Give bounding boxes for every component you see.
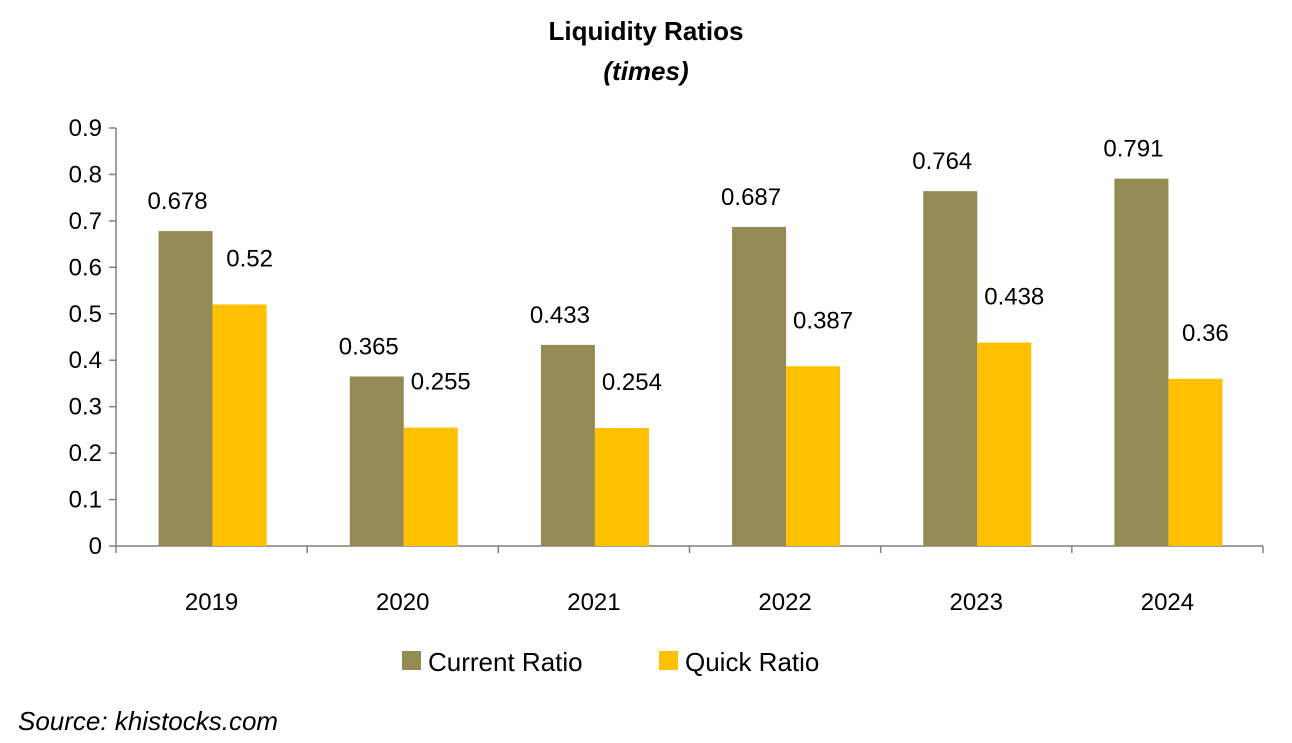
data-label: 0.433: [530, 302, 590, 329]
chart-subtitle: (times): [603, 56, 688, 86]
bar: [158, 231, 213, 546]
bar: [732, 226, 787, 546]
data-label: 0.438: [984, 284, 1044, 311]
bar: [786, 366, 841, 546]
y-tick-label: 0.5: [69, 301, 102, 328]
source-text: Source: khistocks.com: [18, 706, 278, 736]
bar: [403, 427, 458, 546]
chart-title: Liquidity Ratios: [549, 16, 744, 46]
data-label: 0.255: [411, 369, 471, 396]
data-label: 0.387: [793, 307, 853, 334]
y-tick-label: 0.2: [69, 440, 102, 467]
data-label: 0.678: [148, 188, 208, 215]
legend-swatch: [402, 651, 421, 670]
legend: Current Ratio Quick Ratio: [402, 647, 819, 677]
data-label: 0.365: [339, 333, 399, 360]
data-label: 0.254: [602, 369, 662, 396]
bar: [1168, 378, 1223, 546]
x-tick-label: 2021: [567, 589, 620, 616]
x-tick-label: 2020: [376, 589, 429, 616]
legend-swatch: [659, 651, 678, 670]
y-tick-label: 0.9: [69, 115, 102, 142]
legend-label: Current Ratio: [428, 647, 583, 677]
bar: [977, 342, 1032, 546]
y-tick-label: 0.3: [69, 394, 102, 421]
y-axis: 0 0.1 0.2 0.3 0.4 0.5 0.6 0.7 0.8 0.9: [69, 115, 117, 560]
y-tick-label: 0.7: [69, 208, 102, 235]
legend-label: Quick Ratio: [685, 647, 819, 677]
bar: [1114, 178, 1169, 546]
data-labels: 0.678 0.365 0.433 0.687 0.764 0.791 0.52 0.255 0…: [148, 136, 1229, 396]
bar: [212, 304, 267, 546]
y-tick-label: 0.6: [69, 254, 102, 281]
data-label: 0.791: [1103, 136, 1163, 163]
bar: [923, 191, 978, 547]
y-tick-label: 0: [89, 533, 102, 560]
x-tick-label: 2019: [185, 589, 238, 616]
x-tick-label: 2022: [758, 589, 811, 616]
data-label: 0.687: [721, 184, 781, 211]
bar: [594, 428, 649, 546]
data-label: 0.36: [1182, 320, 1229, 347]
bar: [349, 376, 404, 546]
x-tick-label: 2023: [950, 589, 1003, 616]
x-axis: 2019 2020 2021 2022 2023 2024: [115, 545, 1264, 616]
bars: [158, 178, 1223, 547]
x-tick-label: 2024: [1141, 589, 1194, 616]
y-tick-label: 0.4: [69, 347, 102, 374]
data-label: 0.764: [912, 148, 972, 175]
data-label: 0.52: [226, 245, 273, 272]
y-tick-label: 0.1: [69, 487, 102, 514]
bar: [540, 344, 595, 546]
y-tick-label: 0.8: [69, 161, 102, 188]
